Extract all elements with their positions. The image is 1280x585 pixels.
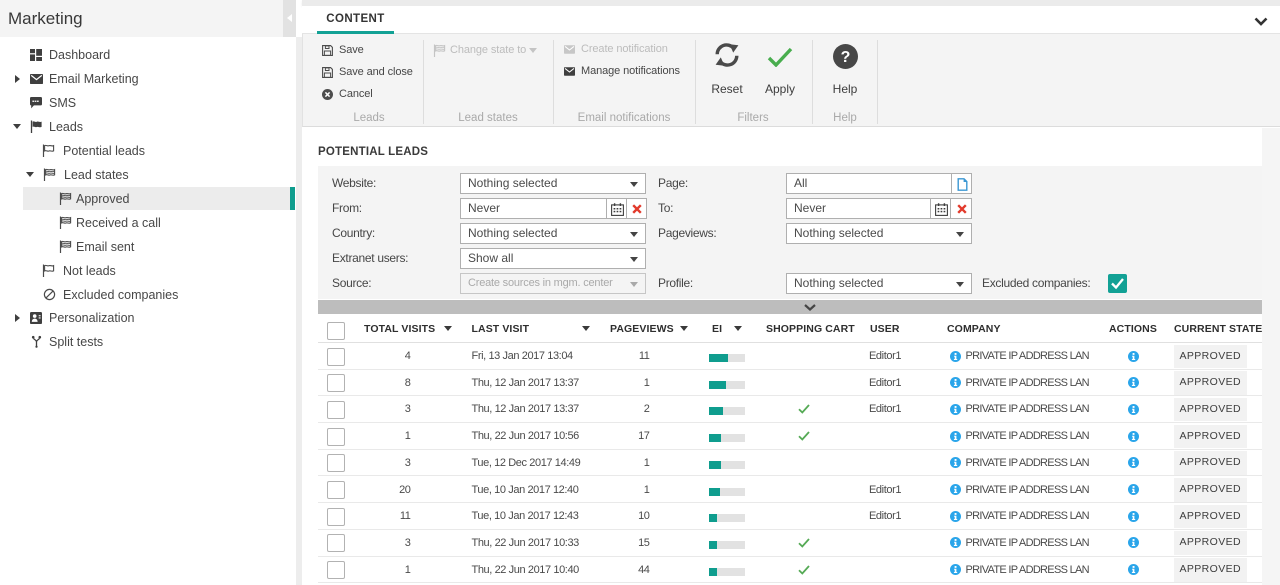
svg-text:?: ? <box>841 49 851 66</box>
